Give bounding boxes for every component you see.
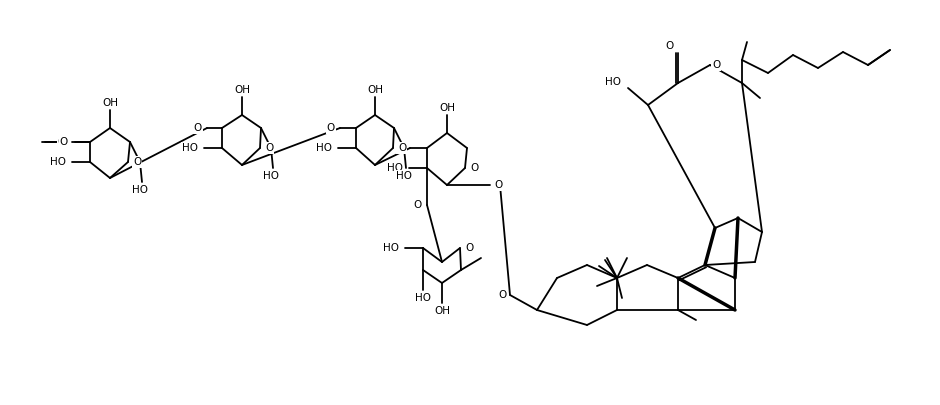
Text: O: O	[666, 41, 674, 51]
Text: O: O	[414, 200, 422, 210]
Text: HO: HO	[50, 157, 66, 167]
Text: O: O	[499, 290, 507, 300]
Text: O: O	[57, 137, 66, 147]
Text: OH: OH	[102, 98, 118, 108]
Text: HO: HO	[182, 143, 198, 153]
Text: O: O	[194, 123, 202, 133]
Text: O: O	[60, 137, 68, 147]
Text: HO: HO	[605, 77, 621, 87]
Text: O: O	[470, 163, 478, 173]
Text: O: O	[494, 180, 502, 190]
Text: O: O	[133, 157, 141, 167]
Text: O: O	[712, 60, 720, 70]
Text: O: O	[398, 143, 406, 153]
Text: HO: HO	[387, 163, 403, 173]
Text: HO: HO	[132, 185, 148, 195]
Text: O: O	[265, 143, 274, 153]
Text: OH: OH	[234, 85, 250, 95]
Text: HO: HO	[316, 143, 332, 153]
Text: HO: HO	[415, 293, 431, 303]
Text: OH: OH	[367, 85, 383, 95]
Text: HO: HO	[383, 243, 399, 253]
Text: O: O	[327, 123, 335, 133]
Text: HO: HO	[263, 171, 279, 181]
Text: O: O	[465, 243, 473, 253]
Text: HO: HO	[396, 171, 412, 181]
Text: OH: OH	[434, 306, 450, 316]
Text: O: O	[397, 143, 405, 153]
Text: OH: OH	[439, 103, 455, 113]
